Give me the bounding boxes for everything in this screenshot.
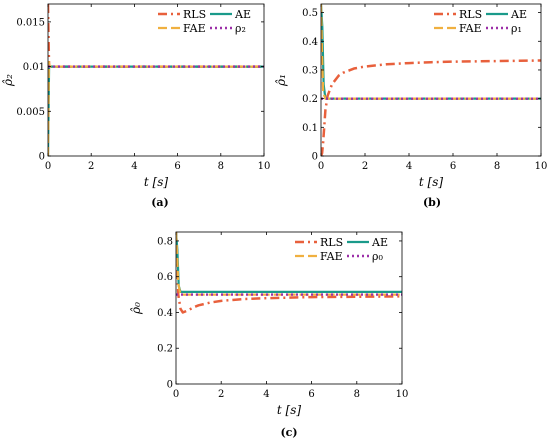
plot-frame [47, 3, 265, 157]
legend-label: ρ₀ [372, 250, 383, 263]
y-tick-label: 0.3 [302, 65, 318, 76]
x-tick-label: 4 [263, 389, 269, 400]
series-line-AE [321, 4, 541, 100]
x-tick-label: 6 [450, 161, 456, 172]
x-tick-label: 8 [218, 161, 224, 172]
plot-frame [175, 231, 403, 385]
y-tick-label: 0 [39, 152, 45, 163]
y-axis-label: ρ̂₂ [1, 74, 15, 87]
x-axis-label: t [s] [419, 175, 443, 189]
x-tick-label: 10 [396, 389, 409, 400]
x-tick-label: 4 [131, 161, 137, 172]
y-tick-label: 0.01 [23, 62, 45, 73]
y-tick-label: 0.2 [302, 94, 318, 105]
x-tick-label: 2 [218, 389, 224, 400]
series-group [176, 232, 402, 314]
subfigure-caption: (b) [423, 196, 441, 209]
series-line-RLS [321, 59, 541, 156]
x-tick-label: 2 [362, 161, 368, 172]
legend-label: RLS [183, 8, 206, 21]
y-tick-label: 0.005 [16, 107, 45, 118]
subfigure-caption: (a) [151, 196, 169, 209]
legend-label: FAE [459, 22, 482, 35]
legend-label: FAE [183, 22, 206, 35]
y-tick-label: 0.015 [16, 17, 45, 28]
y-tick-label: 0.4 [157, 308, 173, 319]
x-tick-label: 10 [258, 161, 271, 172]
x-axis-label: t [s] [144, 175, 168, 189]
y-tick-label: 0.5 [302, 8, 318, 19]
y-tick-label: 0.4 [302, 37, 318, 48]
x-tick-label: 8 [354, 389, 360, 400]
chart-2: 0 2 4 6 8 10 0 0.1 0.2 0.3 0.4 0.5 t [s] ρ̂₁ RLS AE FAE ρ… [274, 3, 548, 209]
y-tick-label: 0.1 [302, 123, 318, 134]
x-tick-label: 2 [88, 161, 94, 172]
y-tick-label: 0 [167, 380, 173, 391]
legend-label: AE [234, 8, 251, 21]
y-tick-label: 0.2 [157, 344, 173, 355]
x-tick-label: 4 [406, 161, 412, 172]
legend-label: ρ₂ [235, 22, 246, 35]
series-line-RLS [176, 232, 402, 314]
y-axis-label: ρ̂₀ [129, 302, 143, 315]
x-tick-label: 0 [45, 161, 51, 172]
legend-label: RLS [320, 236, 343, 249]
x-tick-label: 0 [318, 161, 324, 172]
y-tick-label: 0.8 [157, 236, 173, 247]
series-line-FAE [176, 232, 402, 296]
legend-label: AE [510, 8, 527, 21]
legend-label: AE [371, 236, 388, 249]
x-tick-label: 8 [494, 161, 500, 172]
legend: RLS AE FAE ρ₀ [295, 236, 388, 263]
legend-label: ρ₁ [511, 22, 522, 35]
plot-frame [320, 3, 542, 157]
subfigure-caption: (c) [280, 426, 297, 439]
y-axis-label: ρ̂₁ [274, 74, 288, 87]
chart-3: 0 2 4 6 8 10 0 0.2 0.4 0.6 0.8 t [s] ρ̂₀ RLS AE FAE ρ₀ (c… [129, 231, 409, 439]
series-line-FAE [48, 61, 264, 156]
chart-1: 0 2 4 6 8 10 0 0.005 0.01 0.015 t [s] ρ̂₂ RLS AE FAE ρ₂… [1, 3, 271, 209]
x-tick-label: 6 [308, 389, 314, 400]
series-line-AE [48, 65, 264, 156]
legend-label: FAE [320, 250, 343, 263]
x-tick-label: 10 [535, 161, 548, 172]
legend-label: RLS [459, 8, 482, 21]
x-tick-label: 6 [174, 161, 180, 172]
series-line-FAE [321, 4, 541, 100]
x-tick-label: 0 [173, 389, 179, 400]
series-group [321, 4, 541, 156]
legend: RLS AE FAE ρ₁ [434, 8, 527, 35]
y-tick-label: 0.6 [157, 272, 173, 283]
x-axis-label: t [s] [277, 403, 301, 417]
legend: RLS AE FAE ρ₂ [158, 8, 251, 35]
y-tick-label: 0 [312, 152, 318, 163]
